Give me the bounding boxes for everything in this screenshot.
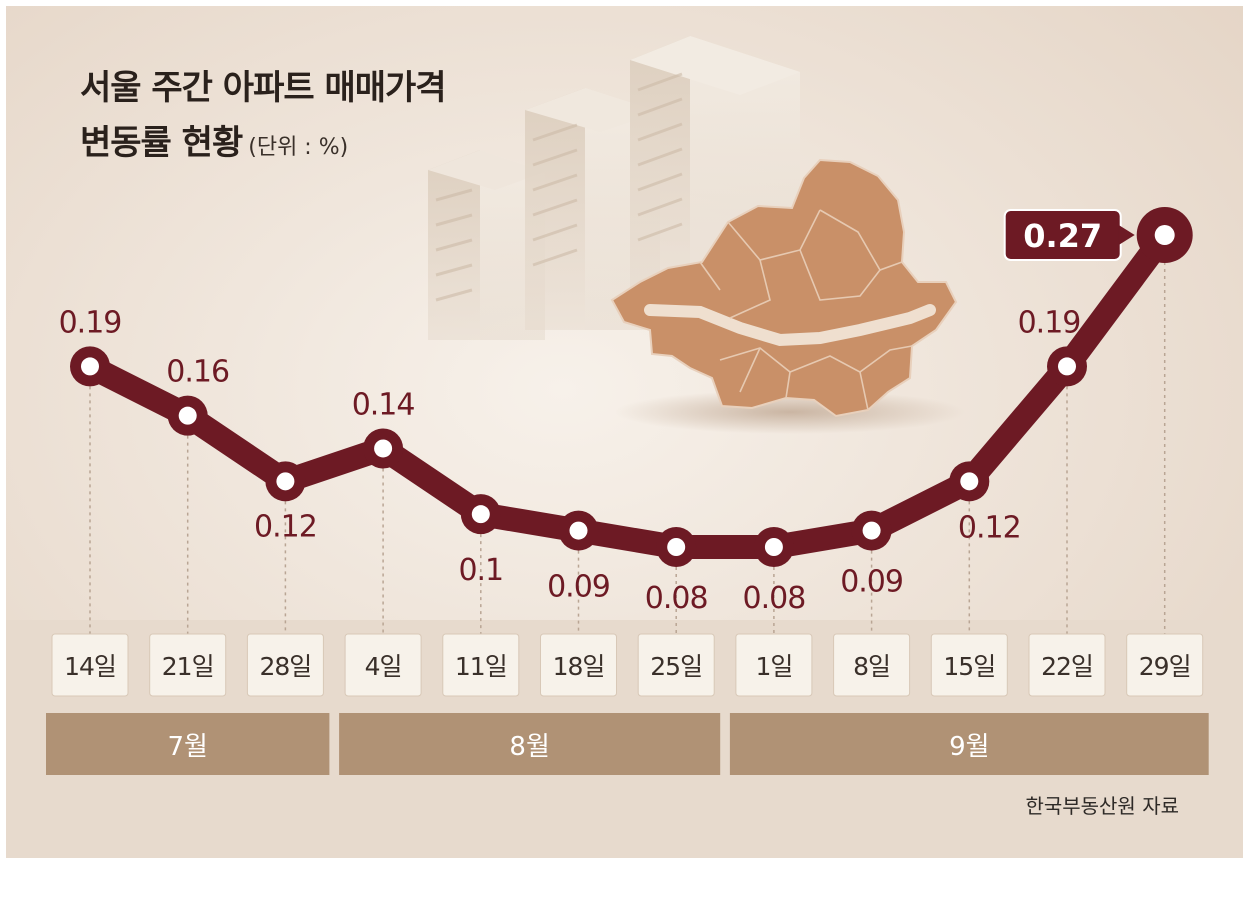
month-bar-0: [46, 713, 330, 775]
data-point: [558, 510, 599, 551]
x-tick-label: 8일: [853, 652, 890, 681]
x-tick-label: 25일: [650, 652, 702, 681]
data-point: [1136, 207, 1193, 264]
seoul-map-illustration: [610, 158, 965, 434]
x-tick-label: 4일: [365, 652, 402, 681]
highlight-callout: 0.27: [1003, 209, 1135, 262]
chart-title-text: 변동률 현황: [80, 123, 243, 163]
x-tick-label: 28일: [259, 652, 311, 681]
day-box: [1126, 633, 1204, 697]
day-box: [246, 633, 324, 697]
day-box: [149, 633, 227, 697]
day-box: [637, 633, 715, 697]
data-point: [656, 527, 697, 567]
series-markers: [70, 207, 1193, 567]
data-label: 0.09: [547, 570, 610, 605]
month-bars: 7월 8월 9월: [46, 713, 1209, 775]
data-label: 0.12: [958, 510, 1021, 545]
data-label: 0.12: [254, 509, 317, 544]
guide-lines: [89, 255, 1166, 635]
data-point: [460, 494, 501, 535]
day-box: [540, 633, 617, 697]
building-window-lines: [435, 72, 683, 302]
data-label: 0.16: [166, 355, 229, 390]
source-note: 한국부동산원 자료: [1025, 794, 1179, 818]
day-box: [51, 633, 129, 697]
month-bar-2: [729, 713, 1209, 775]
x-tick-label: 22일: [1041, 652, 1093, 681]
chart-title-line2: 변동률 현황 (단위 : %): [80, 115, 348, 164]
x-tick-label: 18일: [553, 652, 605, 681]
data-label: 0.08: [743, 581, 806, 616]
data-label: 0.14: [352, 387, 415, 422]
day-box: [442, 633, 520, 697]
data-point: [851, 510, 892, 551]
day-boxes: 14일 21일 28일 4일 11일 18일 25일 1일 8일 15일 22일 29일: [51, 633, 1204, 697]
seoul-map-shape: [610, 158, 958, 418]
data-point: [167, 395, 208, 436]
data-point: [1047, 346, 1087, 387]
day-box: [1028, 633, 1106, 697]
data-label: 0.08: [645, 581, 708, 616]
data-point: [70, 346, 110, 387]
month-label-2: 9월: [949, 732, 989, 762]
apartment-buildings-illustration: [428, 36, 800, 340]
day-box: [735, 633, 813, 697]
day-box: [344, 633, 422, 697]
district-borders: [699, 209, 913, 411]
data-label: 0.1: [458, 553, 503, 588]
x-tick-label: 11일: [455, 652, 507, 681]
unit-label: (단위 : %): [248, 135, 349, 160]
x-tick-label: 29일: [1139, 652, 1191, 681]
data-point: [265, 461, 306, 502]
data-label-highlight: 0.27: [1023, 217, 1102, 255]
data-label: 0.19: [1018, 305, 1081, 340]
han-river: [644, 304, 936, 347]
day-box: [833, 633, 911, 697]
day-box: [930, 633, 1008, 697]
x-tick-label: 1일: [755, 652, 792, 681]
x-tick-label: 21일: [162, 652, 214, 681]
data-point: [753, 527, 794, 567]
month-label-1: 8월: [509, 732, 549, 762]
data-point: [363, 428, 404, 469]
month-label-0: 7월: [167, 732, 207, 762]
x-tick-label: 14일: [64, 652, 116, 681]
chart-title-line1: 서울 주간 아파트 매매가격: [80, 68, 447, 108]
value-labels: 0.19 0.16 0.12 0.14 0.1 0.09 0.08 0.08 0.09 0.12 0…: [59, 209, 1135, 616]
data-label: 0.19: [59, 305, 122, 340]
month-bar-1: [339, 713, 721, 775]
x-tick-label: 15일: [943, 652, 995, 681]
data-label: 0.09: [840, 565, 903, 600]
data-point: [949, 461, 990, 502]
